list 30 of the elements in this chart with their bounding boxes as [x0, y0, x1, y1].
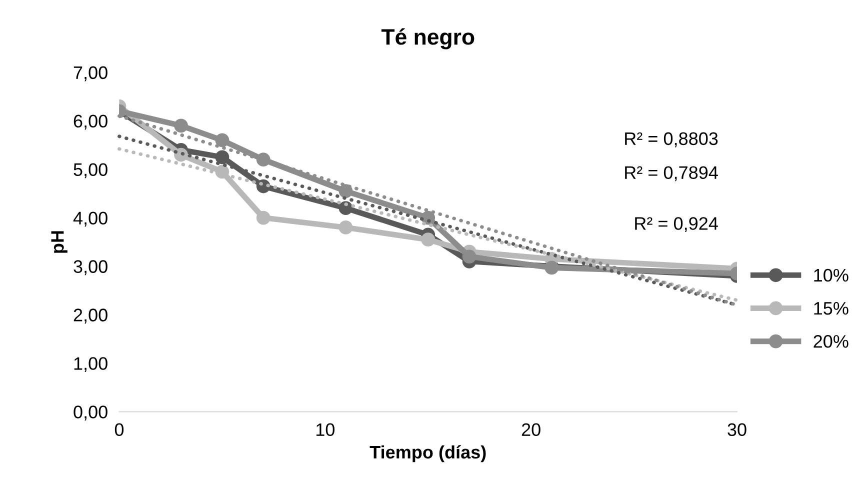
legend-label: 10% — [814, 268, 848, 282]
annotation: R² = 0,924 — [635, 217, 718, 232]
y-tick-label: 6,00 — [74, 114, 108, 130]
point — [215, 133, 230, 148]
y-tick-label: 3,00 — [74, 260, 108, 276]
legend-label: 20% — [814, 335, 848, 348]
y-tick-label: 2,00 — [74, 308, 108, 324]
point — [256, 210, 270, 225]
y-tick-label: 7,00 — [74, 66, 108, 82]
point — [338, 201, 353, 216]
point — [215, 150, 230, 164]
y-tick-label: 0,00 — [74, 406, 108, 421]
x-tick-label: 30 — [728, 423, 746, 436]
x-axis-title: Tiempo (días) — [370, 445, 486, 462]
y-tick-label: 4,00 — [73, 212, 108, 227]
point — [174, 118, 188, 133]
y-axis-title: pH — [51, 231, 68, 253]
chart-title: Té negro — [381, 28, 474, 50]
legend-label: 15% — [814, 302, 848, 315]
x-tick-label: 10 — [316, 423, 334, 436]
point — [462, 250, 476, 264]
x-tick-label: 0 — [114, 423, 124, 436]
point — [338, 220, 353, 234]
point — [421, 232, 436, 247]
y-tick-label: 5,00 — [74, 163, 108, 178]
annotation: R² = 0,7894 — [625, 166, 718, 182]
annotation: R² = 0,8803 — [625, 132, 718, 148]
y-tick-label: 1,00 — [74, 357, 108, 372]
point — [338, 184, 353, 198]
x-tick-label: 20 — [522, 423, 540, 436]
